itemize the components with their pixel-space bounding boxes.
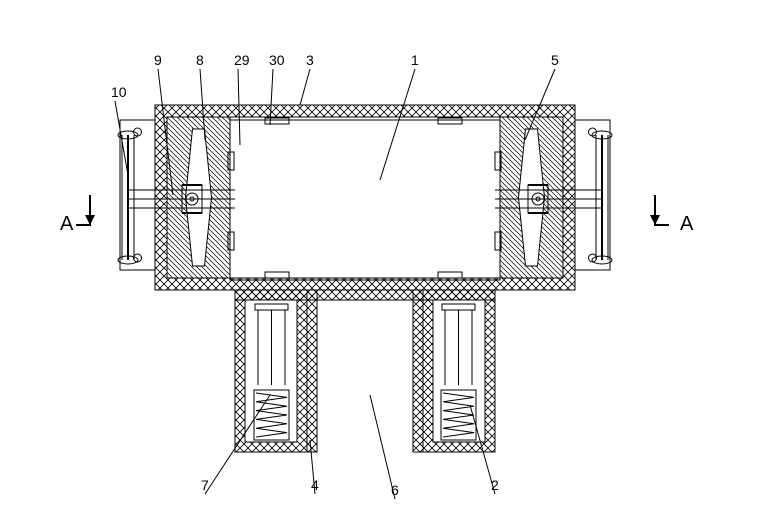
callout-label-1: 1: [411, 52, 419, 68]
right-flange-outer: [575, 120, 610, 270]
tab-bottom: [438, 272, 462, 278]
callout-label-2: 2: [491, 477, 499, 493]
section-label-left: A: [60, 213, 74, 235]
callout-label-3: 3: [306, 52, 314, 68]
right-side-block: [500, 117, 563, 278]
callout-label-4: 4: [311, 477, 319, 493]
section-arrowhead-left: [85, 215, 95, 225]
left-leg-rail-cap: [255, 304, 288, 310]
callout-label-30: 30: [269, 52, 285, 68]
callout-label-7: 7: [201, 477, 209, 493]
section-label-right: A: [680, 213, 694, 235]
callout-label-10: 10: [111, 84, 127, 100]
gap-left-wall: [307, 290, 317, 452]
leader-line-3: [300, 69, 310, 105]
right-leg-rail-cap: [442, 304, 475, 310]
left-leg-spring: [256, 393, 287, 437]
leader-line-1: [380, 69, 415, 180]
right-leg-spring: [443, 393, 474, 437]
left-side-block: [167, 117, 230, 278]
callout-label-6: 6: [391, 482, 399, 498]
section-arrowhead-right: [650, 215, 660, 225]
tab-top: [438, 118, 462, 124]
callout-label-9: 9: [154, 52, 162, 68]
tab-bottom: [265, 272, 289, 278]
left-flange-outer: [120, 120, 155, 270]
callout-label-8: 8: [196, 52, 204, 68]
callout-label-29: 29: [234, 52, 250, 68]
gap-right-wall: [413, 290, 423, 452]
tab-top: [265, 118, 289, 124]
callout-label-5: 5: [551, 52, 559, 68]
engineering-diagram: 1 3 5 8 9 29 30 10 2 4 6 7 A A: [0, 0, 767, 524]
inner-chamber: [230, 120, 500, 280]
